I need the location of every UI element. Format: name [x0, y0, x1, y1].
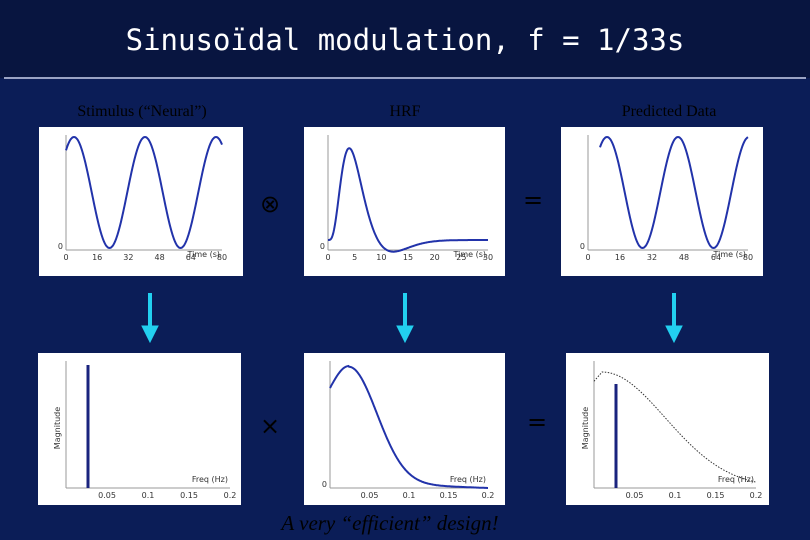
x-axis-label: Time (s) [186, 250, 220, 259]
x-tick-label: 64 [711, 253, 721, 262]
column-label: Stimulus (“Neural”) [77, 103, 206, 120]
origin-label: 0 [58, 242, 63, 251]
operator: = [527, 408, 547, 436]
x-tick-label: 0.1 [669, 491, 682, 500]
x-tick-label: 0 [585, 253, 590, 262]
x-tick-label: 16 [92, 253, 102, 262]
curve [65, 135, 223, 250]
origin-label: 0 [322, 480, 327, 489]
panel-bg [304, 353, 505, 505]
panel-bg [39, 127, 243, 276]
panel: 0.05 0.1 0.15 0.2 Freq (Hz) Magnitude [38, 353, 241, 505]
curve [599, 135, 749, 250]
x-axis-label: Freq (Hz) [718, 475, 754, 484]
x-tick-label: 16 [615, 253, 625, 262]
panel: 0.05 0.1 0.15 0.2 Freq (Hz) 0 [304, 353, 505, 505]
x-axis-label: Freq (Hz) [450, 475, 486, 484]
arrows [141, 293, 683, 344]
panel-bg [38, 353, 241, 505]
x-axis-label: Freq (Hz) [192, 475, 228, 484]
x-tick-label: 0.2 [224, 491, 237, 500]
x-tick-label: 0.15 [707, 491, 725, 500]
curve [593, 371, 757, 483]
x-tick-label: 0.15 [180, 491, 198, 500]
x-tick-label: 0.2 [750, 491, 763, 500]
x-tick-label: 25 [456, 253, 466, 262]
y-axis-label: Magnitude [53, 407, 62, 449]
operator: = [523, 186, 543, 214]
x-tick-label: 0 [63, 253, 68, 262]
x-tick-label: 80 [743, 253, 753, 262]
x-tick-label: 0 [325, 253, 330, 262]
x-tick-label: 0.1 [403, 491, 416, 500]
caption: A very “efficient” design! [279, 511, 498, 535]
title-band [0, 0, 810, 78]
y-axis-label: Magnitude [581, 407, 590, 449]
x-tick-label: 48 [155, 253, 165, 262]
x-tick-label: 0.2 [482, 491, 495, 500]
x-tick-label: 30 [483, 253, 493, 262]
column-label: HRF [389, 103, 420, 120]
title: Sinusoïdal modulation, f = 1/33s [126, 23, 685, 57]
x-tick-label: 32 [647, 253, 657, 262]
x-axis-label: Time (s) [452, 250, 486, 259]
x-tick-label: 5 [352, 253, 357, 262]
x-tick-label: 32 [123, 253, 133, 262]
operator: ⊗ [260, 190, 280, 218]
x-tick-label: 0.05 [626, 491, 644, 500]
x-tick-label: 64 [186, 253, 196, 262]
origin-label: 0 [320, 242, 325, 251]
x-tick-label: 80 [217, 253, 227, 262]
x-tick-label: 0.05 [98, 491, 116, 500]
x-tick-label: 0.15 [440, 491, 458, 500]
origin-label: 0 [580, 242, 585, 251]
x-tick-label: 0.05 [361, 491, 379, 500]
x-tick-label: 48 [679, 253, 689, 262]
x-tick-label: 15 [403, 253, 413, 262]
x-tick-label: 20 [430, 253, 440, 262]
operator: × [260, 412, 280, 440]
x-tick-label: 0.1 [142, 491, 155, 500]
curve [328, 147, 488, 253]
panel-bg [566, 353, 769, 505]
column-label: Predicted Data [622, 103, 717, 120]
x-tick-label: 10 [376, 253, 386, 262]
curve [329, 364, 488, 489]
panel: 0.05 0.1 0.15 0.2 Freq (Hz) Magnitude [566, 353, 769, 505]
x-axis-label: Time (s) [712, 250, 746, 259]
